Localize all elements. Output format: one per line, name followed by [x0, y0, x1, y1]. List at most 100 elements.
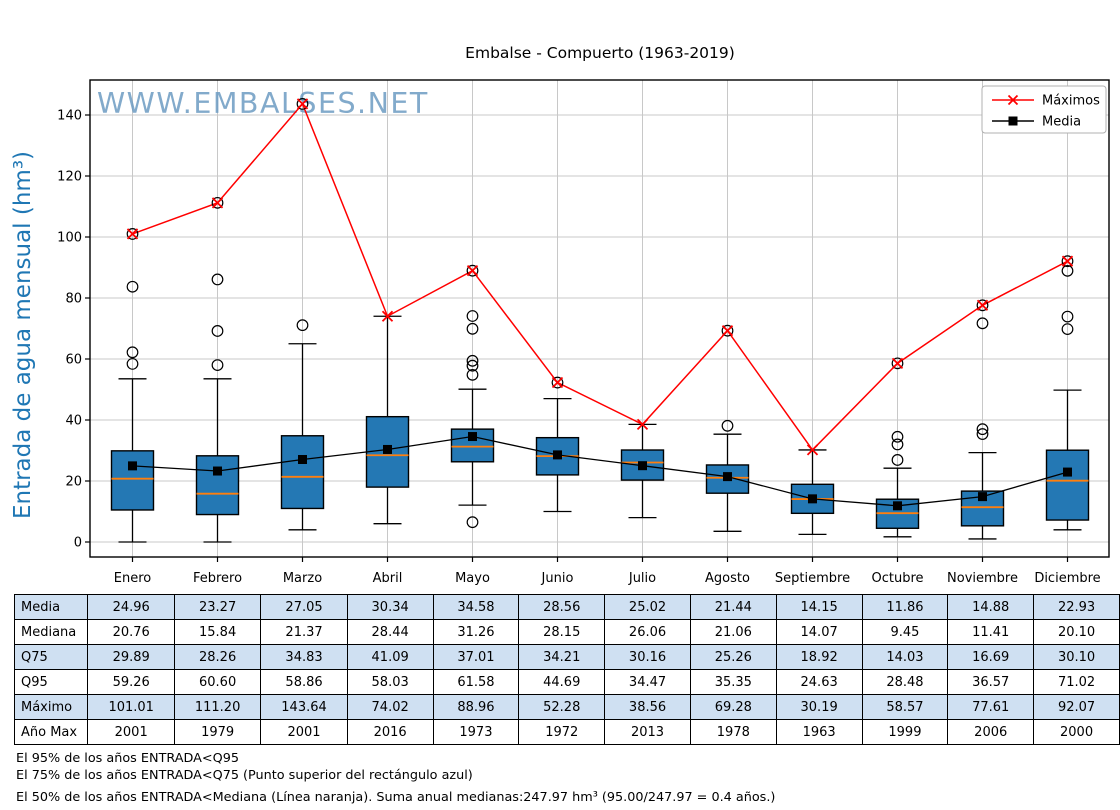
y-tick-label: 60: [65, 353, 82, 368]
table-cell: 31.26: [432, 619, 520, 645]
monthly-stats-table: Media 24.96 23.27 27.05 30.34 34.58 28.56 25.02…: [13, 594, 1120, 745]
table-cell: 28.26: [173, 644, 262, 670]
table-cell: 36.57: [947, 669, 1035, 695]
table-cell: 22.93: [1033, 594, 1120, 620]
x-tick-label: Enero: [114, 571, 152, 586]
table-cell: 2013: [604, 719, 691, 745]
table-cell: 28.48: [861, 669, 949, 695]
table-cell: 21.06: [689, 619, 777, 645]
table-cell: 111.20: [173, 694, 262, 720]
table-cell: 2016: [346, 719, 434, 745]
mean-square-marker: [893, 501, 902, 511]
plot-marks: [110, 97, 1090, 543]
outlier-marker: [1061, 323, 1074, 336]
max-x-marker: [211, 197, 224, 209]
mean-square-marker: [383, 444, 392, 454]
x-tick-label: Julio: [628, 571, 656, 586]
table-cell: 11.86: [861, 594, 949, 620]
table-cell: 101.01: [87, 694, 175, 720]
x-tick-label: Abril: [373, 571, 403, 586]
table-cell: 25.02: [604, 594, 691, 620]
x-tick-label: Marzo: [283, 571, 322, 586]
legend-media-label: Media: [1042, 115, 1081, 130]
iqr-box: [280, 435, 325, 510]
table-cell: 24.96: [87, 594, 175, 620]
table-cell: 30.10: [1033, 644, 1120, 670]
table-cell: 29.89: [87, 644, 175, 670]
table-cell: 2001: [260, 719, 348, 745]
table-cell: 59.26: [87, 669, 175, 695]
maximos-line: [132, 102, 1068, 452]
outlier-marker: [211, 273, 224, 286]
y-tick-label: 40: [65, 414, 82, 429]
table-row: Media 24.96 23.27 27.05 30.34 34.58 28.56 25.02…: [13, 594, 1120, 620]
table-cell: 61.58: [432, 669, 520, 695]
row-label: Q75: [13, 644, 89, 670]
y-tick-label: 0: [74, 536, 82, 551]
x-tick-label: Noviembre: [947, 571, 1018, 586]
outlier-marker: [1061, 255, 1074, 268]
table-cell: 2006: [947, 719, 1035, 745]
boxplot-septiembre: [790, 449, 835, 536]
boxplot-mayo: [450, 310, 495, 529]
max-x-marker: [806, 444, 819, 456]
row-label: Año Max: [13, 719, 89, 745]
watermark: WWW.EMBALSES.NET: [97, 87, 429, 120]
table-cell: 34.47: [604, 669, 691, 695]
outlier-marker: [211, 196, 224, 209]
y-tick-label: 140: [57, 109, 82, 124]
legend: Máximos Media: [981, 85, 1107, 134]
x-tick-label: Mayo: [455, 571, 490, 586]
table-cell: 18.92: [775, 644, 863, 670]
outlier-marker: [211, 325, 224, 337]
boxplot-marzo: [280, 319, 325, 531]
table-cell: 24.63: [775, 669, 863, 695]
outlier-marker: [891, 454, 904, 466]
table-cell: 34.83: [260, 644, 348, 670]
table-cell: 30.19: [775, 694, 863, 720]
mean-square-marker: [468, 432, 477, 442]
iqr-box: [1045, 449, 1090, 521]
outlier-marker: [126, 346, 139, 359]
mean-square-marker: [1063, 467, 1072, 477]
mean-square-marker: [978, 492, 987, 502]
footnotes: El 95% de los años ENTRADA<Q95 El 75% de …: [16, 750, 775, 806]
boxplot-enero: [110, 280, 155, 543]
outlier-marker: [891, 357, 904, 370]
row-label: Mediana: [13, 619, 89, 645]
table-row: Máximo 101.01 111.20 143.64 74.02 88.96 52.28 3…: [13, 694, 1120, 720]
outlier-marker: [891, 438, 904, 451]
x-tick-label: Febrero: [193, 571, 242, 586]
outlier-marker: [976, 423, 989, 436]
outlier-marker: [126, 228, 139, 240]
table-cell: 143.64: [260, 694, 348, 720]
table-cell: 30.34: [346, 594, 434, 620]
outlier-marker: [721, 419, 734, 432]
table-cell: 27.05: [260, 594, 348, 620]
mean-square-marker: [723, 472, 732, 482]
plot-border: [89, 79, 1110, 558]
outlier-marker: [976, 428, 989, 440]
outlier-marker: [466, 368, 479, 381]
table-cell: 44.69: [518, 669, 606, 695]
table-cell: 26.06: [604, 619, 691, 645]
footnote-line: El 50% de los años ENTRADA<Mediana (Líne…: [16, 790, 776, 805]
table-cell: 14.88: [947, 594, 1035, 620]
table-cell: 41.09: [346, 644, 434, 670]
x-tick-label: Agosto: [705, 571, 750, 586]
mean-square-marker: [553, 450, 562, 460]
mean-square-marker: [213, 466, 222, 476]
table-cell: 1978: [689, 719, 777, 745]
row-label: Q95: [13, 669, 89, 695]
table-cell: 35.35: [689, 669, 777, 695]
table-cell: 9.45: [861, 619, 949, 645]
max-x-marker: [721, 325, 734, 337]
row-label: Media: [13, 594, 89, 620]
table-cell: 21.37: [260, 619, 348, 645]
table-cell: 23.27: [173, 594, 262, 620]
max-x-marker: [551, 376, 564, 389]
footnote-line: El 95% de los años ENTRADA<Q95: [16, 751, 239, 766]
outlier-marker: [126, 280, 139, 293]
table-cell: 58.86: [260, 669, 348, 695]
